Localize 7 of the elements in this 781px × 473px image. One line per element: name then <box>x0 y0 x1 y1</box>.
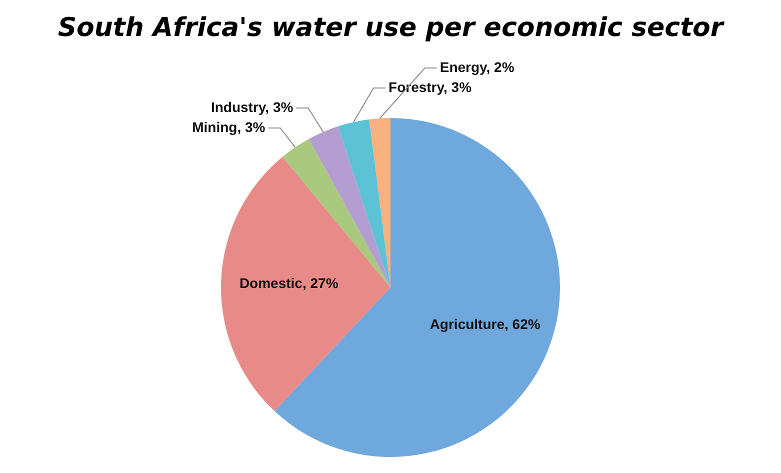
chart-title: South Africa's water use per economic sector <box>56 12 726 45</box>
slice-label: Agriculture, 62% <box>430 316 541 332</box>
slice-label: Domestic, 27% <box>239 275 339 292</box>
slice-label: Forestry, 3% <box>388 78 472 95</box>
slice-label: Energy, 2% <box>440 58 515 75</box>
slice-label: Industry, 3% <box>210 98 294 115</box>
slice-label: Mining, 3% <box>192 118 266 135</box>
